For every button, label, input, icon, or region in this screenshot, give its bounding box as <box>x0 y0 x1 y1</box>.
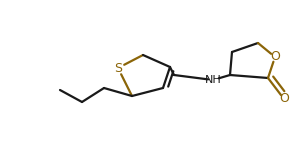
Text: NH: NH <box>205 75 221 85</box>
Text: S: S <box>114 61 122 75</box>
Text: O: O <box>279 93 289 106</box>
Text: O: O <box>270 50 280 64</box>
